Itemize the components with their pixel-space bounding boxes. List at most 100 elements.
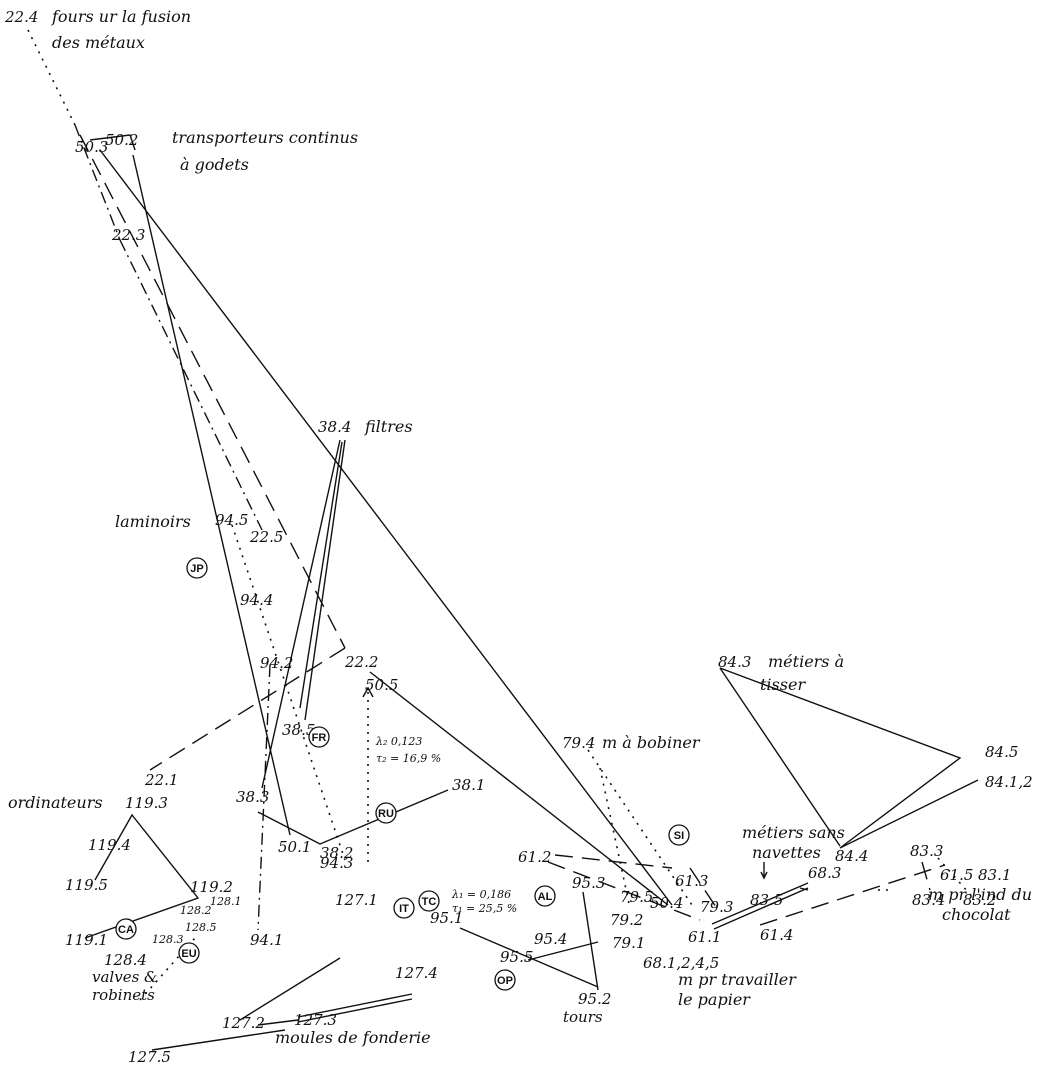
node-119-3: 119.3: [125, 794, 168, 812]
line-94-5-to-94-3: [231, 524, 346, 861]
node-128-1: 128.1: [210, 895, 242, 908]
node-79-3: 79.3: [700, 898, 733, 916]
label-papier-line1: m pr travailler: [678, 970, 797, 989]
node-119-4: 119.4: [88, 836, 131, 854]
svg-text:CA: CA: [118, 924, 134, 936]
node-127-5: 127.5: [128, 1048, 171, 1066]
label-transporteurs-line2: à godets: [180, 155, 249, 174]
label-moules: moules de fonderie: [275, 1028, 431, 1047]
line-95-1-to-95-2: [459, 927, 599, 988]
node-22-1: 22.1: [144, 771, 178, 789]
node-38-2: 38.2: [320, 844, 353, 862]
node-22-3: 22.3: [111, 226, 145, 244]
label-tours: tours: [563, 1008, 603, 1026]
label-tisser-line2: tisser: [760, 675, 806, 694]
country-si: SI: [668, 824, 690, 846]
node-84-3: 84.3: [718, 653, 751, 671]
node-83-5: 83.5: [750, 891, 783, 909]
line-95-3-to-95-2: [582, 891, 599, 991]
node-61-5: 61.5: [940, 866, 973, 884]
node-128-3: 128.3: [152, 933, 184, 946]
svg-text:RU: RU: [378, 808, 394, 820]
node-79-2: 79.2: [610, 911, 643, 929]
svg-text:EU: EU: [181, 948, 196, 960]
node-50-3: 50.3: [75, 138, 108, 156]
line-83-5-dash: [799, 887, 809, 891]
node-83-1: 83.1: [978, 866, 1011, 884]
node-50-4: 50.4: [650, 894, 683, 912]
country-tc: TC: [418, 890, 440, 912]
stat-lambda2: λ₂ 0,123: [375, 735, 422, 748]
line-61-4-to-61-5: [759, 864, 946, 926]
country-eu: EU: [178, 942, 200, 964]
node-95-1: 95.1: [430, 909, 463, 927]
label-papier-line2: le papier: [678, 990, 751, 1009]
node-83-4: 83.4: [912, 891, 945, 909]
line-127-5-to-127-3: [151, 1029, 286, 1051]
svg-text:TC: TC: [422, 896, 437, 908]
node-94-4: 94.4: [240, 591, 273, 609]
node-38-3: 38.3: [236, 788, 269, 806]
node-127-1: 127.1: [335, 891, 378, 909]
country-al: AL: [534, 885, 556, 907]
node-68-3: 68.3: [808, 864, 841, 882]
node-84-5: 84.5: [985, 743, 1018, 761]
label-laminoirs: laminoirs: [115, 512, 191, 531]
label-ordinateurs: ordinateurs: [8, 793, 103, 812]
line-84-3-to-84-4: [719, 667, 841, 847]
node-119-2: 119.2: [190, 878, 233, 896]
country-fr: FR: [308, 726, 330, 748]
node-61-1: 61.1: [688, 928, 721, 946]
arrow-sans-navettes-head: [760, 871, 768, 880]
svg-text:SI: SI: [674, 830, 684, 842]
node-22-5: 22.5: [249, 528, 283, 546]
node-50-2: 50.2: [105, 131, 138, 149]
line-22-4-to-22-3: [27, 29, 76, 126]
line-127-3-to-127-4-b: [297, 998, 413, 1023]
node-84-1-2: 84.1,2: [985, 773, 1033, 791]
line-83-3-to-83-4: [921, 861, 931, 891]
stat-tau1: τ₁ = 25,5 %: [452, 902, 517, 915]
label-filtres: filtres: [364, 417, 413, 436]
stats-annotations: λ₂ 0,123 τ₂ = 16,9 % λ₁ = 0,186 τ₁ = 25,…: [375, 735, 517, 915]
svg-text:OP: OP: [497, 975, 513, 987]
node-22-2: 22.2: [344, 653, 378, 671]
node-50-1: 50.1: [278, 838, 311, 856]
line-50-3-to-22-2: [79, 134, 346, 649]
node-119-5: 119.5: [65, 876, 108, 894]
node-128-5: 128.5: [185, 921, 217, 934]
line-84-network: [719, 667, 979, 849]
line-61-2-to-61-1: [547, 861, 701, 921]
node-79-4: 79.4: [562, 734, 595, 752]
stat-lambda1: λ₁ = 0,186: [451, 888, 511, 901]
node-61-4: 61.4: [760, 926, 793, 944]
svg-text:AL: AL: [538, 891, 553, 903]
country-op: OP: [494, 969, 516, 991]
line-83-3-to-83-2: [937, 857, 976, 901]
label-sans-navettes-line1: métiers sans: [742, 823, 845, 842]
node-127-3: 127.3: [294, 1011, 337, 1029]
node-79-5: 79.5: [620, 888, 653, 906]
node-68-1-2-4-5: 68.1,2,4,5: [643, 954, 719, 972]
label-fours-line1: fours ur la fusion: [51, 7, 191, 26]
line-38-4-to-38-3: [261, 439, 341, 789]
line-22-2-to-22-1: [149, 647, 346, 771]
node-84-4: 84.4: [835, 847, 868, 865]
node-128-4: 128.4: [104, 951, 147, 969]
node-38-4: 38.4: [318, 418, 351, 436]
svg-text:IT: IT: [399, 903, 409, 915]
label-chocolat-line2: chocolat: [942, 905, 1011, 924]
line-119-network: [84, 813, 200, 939]
node-94-3: 94.3: [320, 854, 353, 872]
country-ru: RU: [375, 802, 397, 824]
node-94-2: 94.2: [260, 654, 293, 672]
node-38-1: 38.1: [452, 776, 485, 794]
line-38-4-to-38-5-b: [304, 439, 346, 721]
label-valves-line1: valves &: [92, 968, 157, 986]
connection-lines: [27, 29, 979, 1051]
line-68-1-to-68-3-a: [711, 882, 809, 925]
label-tisser-line1: métiers à: [768, 652, 844, 671]
line-22-3-upper: [74, 124, 121, 241]
